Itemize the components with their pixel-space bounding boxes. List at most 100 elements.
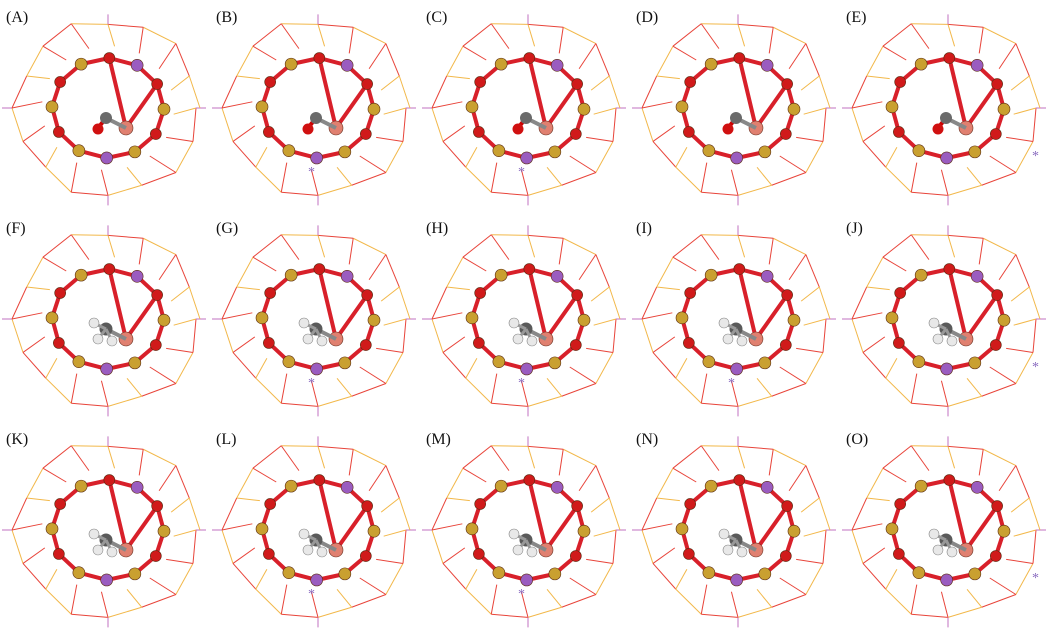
atom	[151, 289, 163, 301]
site-marker: *	[518, 376, 525, 391]
wire	[462, 467, 487, 483]
atom	[340, 270, 354, 283]
atom	[128, 356, 142, 370]
adsorbate	[508, 528, 547, 558]
atom	[130, 481, 144, 494]
wire	[138, 238, 144, 265]
wire	[376, 136, 404, 142]
atom	[702, 144, 716, 157]
atom	[284, 57, 298, 71]
atom	[310, 151, 323, 165]
wire	[737, 23, 774, 28]
wire	[612, 318, 617, 353]
wire	[1006, 136, 1034, 142]
wire	[465, 569, 478, 590]
wire	[465, 166, 492, 193]
atom	[360, 550, 372, 562]
wire	[940, 169, 949, 196]
wire	[595, 254, 610, 288]
atom	[338, 145, 352, 159]
wire	[255, 377, 282, 404]
atom	[760, 270, 774, 283]
wire	[608, 75, 621, 109]
wire	[1015, 254, 1030, 288]
panel-label: (B)	[216, 9, 237, 26]
atom	[367, 313, 381, 327]
wire	[866, 467, 884, 499]
wire	[862, 547, 886, 564]
framework-wire	[632, 14, 836, 206]
wire	[561, 594, 597, 608]
atom	[932, 544, 944, 556]
wire	[608, 497, 621, 531]
wire	[862, 125, 886, 142]
wire	[911, 613, 949, 618]
atom	[53, 337, 65, 349]
panel: (M) *	[420, 422, 630, 633]
wire	[385, 465, 400, 499]
adsorbate	[508, 317, 547, 347]
wire	[800, 75, 820, 91]
wire	[595, 352, 614, 384]
panel-label: (E)	[846, 9, 866, 26]
panel-label: (D)	[636, 9, 658, 26]
wire	[851, 312, 883, 320]
wire	[940, 591, 949, 618]
wire	[175, 465, 190, 499]
wire	[882, 23, 912, 47]
wire	[442, 563, 467, 590]
wire	[998, 43, 1017, 70]
wire	[866, 497, 890, 502]
atom	[787, 524, 801, 538]
wire	[641, 286, 658, 320]
wire	[1013, 107, 1037, 115]
atom	[702, 566, 716, 579]
atom	[150, 339, 162, 351]
wire	[317, 234, 354, 239]
atom	[45, 311, 59, 325]
wire	[885, 588, 912, 615]
wire	[70, 23, 90, 49]
wire	[70, 584, 78, 615]
framework-wire	[632, 225, 836, 417]
wire	[885, 147, 898, 168]
adsorbate	[928, 317, 967, 347]
atom	[730, 573, 743, 587]
framework-wire	[422, 436, 626, 628]
wire	[701, 445, 739, 447]
wire	[779, 577, 807, 595]
atom	[512, 544, 524, 556]
atom	[367, 102, 381, 116]
ring	[675, 474, 801, 587]
atom	[298, 528, 310, 540]
atom	[571, 78, 583, 90]
wire	[431, 529, 444, 564]
wire	[71, 445, 109, 447]
wire	[252, 445, 282, 469]
atom	[494, 57, 508, 71]
wire	[336, 589, 353, 608]
wire	[578, 43, 597, 70]
wire	[236, 45, 254, 77]
wire	[768, 238, 774, 265]
wire	[675, 166, 702, 193]
atom	[928, 528, 940, 540]
wire	[866, 45, 884, 77]
atom	[912, 566, 926, 579]
atom	[780, 339, 792, 351]
wire	[1010, 286, 1030, 302]
wire	[818, 75, 831, 109]
wire	[232, 141, 257, 168]
wire	[380, 286, 400, 302]
wire	[149, 366, 177, 384]
atom	[100, 112, 112, 124]
wire	[352, 448, 387, 466]
wire	[1015, 465, 1030, 499]
atom	[520, 112, 532, 124]
framework-wire	[842, 436, 1046, 628]
wire	[866, 286, 890, 291]
wire	[701, 613, 739, 618]
framework-wire	[212, 14, 416, 206]
atom	[72, 355, 86, 368]
wire	[800, 286, 820, 302]
